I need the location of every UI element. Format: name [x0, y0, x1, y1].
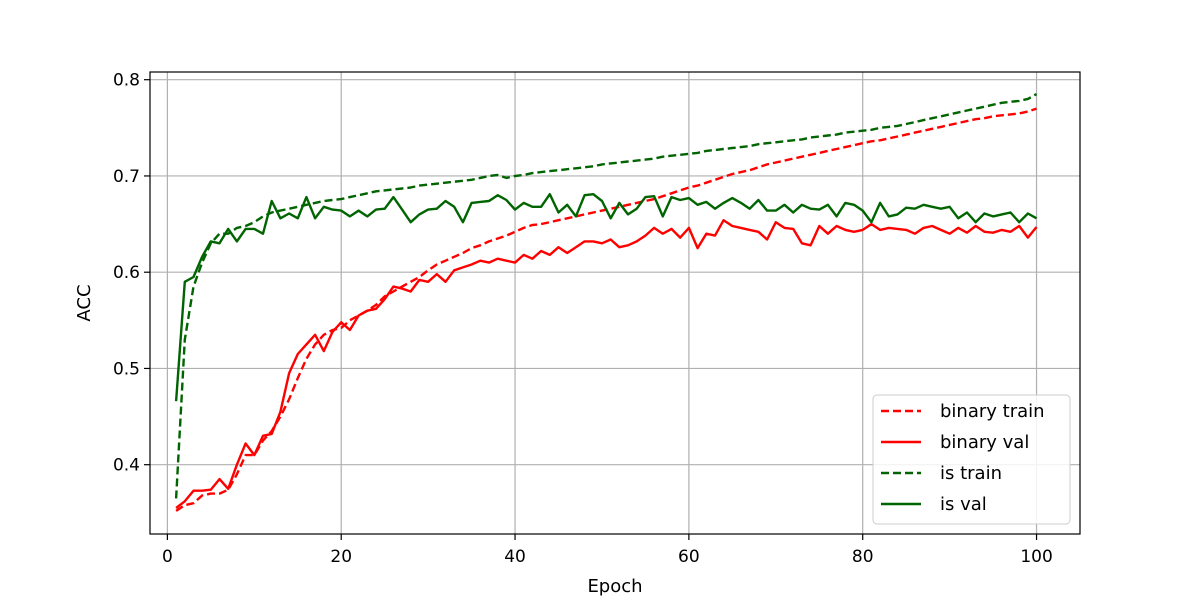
x-tick-label: 80	[852, 547, 874, 567]
x-tick-label: 40	[504, 547, 526, 567]
legend-label: binary val	[940, 432, 1029, 453]
series-line-is-train	[174, 93, 1038, 499]
plot-frame	[149, 71, 1081, 535]
series-layer	[174, 93, 1038, 512]
x-tick-label: 100	[1020, 547, 1052, 567]
series-line-is-val	[174, 192, 1038, 402]
y-tick-label: 0.5	[113, 359, 140, 379]
y-tick-label: 0.4	[113, 456, 140, 476]
y-tick-label: 0.6	[113, 263, 140, 283]
legend-box	[872, 394, 1071, 525]
x-axis-label: Epoch	[587, 576, 642, 597]
legend: binary train binary val is train is val	[872, 394, 1071, 525]
y-tick-label: 0.7	[113, 167, 140, 187]
x-tick-label: 60	[678, 547, 700, 567]
legend-label: is train	[940, 463, 1002, 484]
legend-label: is val	[940, 494, 987, 515]
y-axis-ticks: 0.4 0.5 0.6 0.7 0.8	[113, 71, 150, 476]
y-tick-label: 0.8	[113, 71, 140, 91]
x-tick-label: 0	[162, 547, 173, 567]
x-axis-ticks: 0 20 40 60 80 100	[162, 534, 1053, 567]
x-tick-label: 20	[330, 547, 352, 567]
series-line-binary-val	[175, 218, 1038, 509]
legend-label: binary train	[940, 401, 1045, 422]
y-axis-label: ACC	[74, 284, 95, 321]
